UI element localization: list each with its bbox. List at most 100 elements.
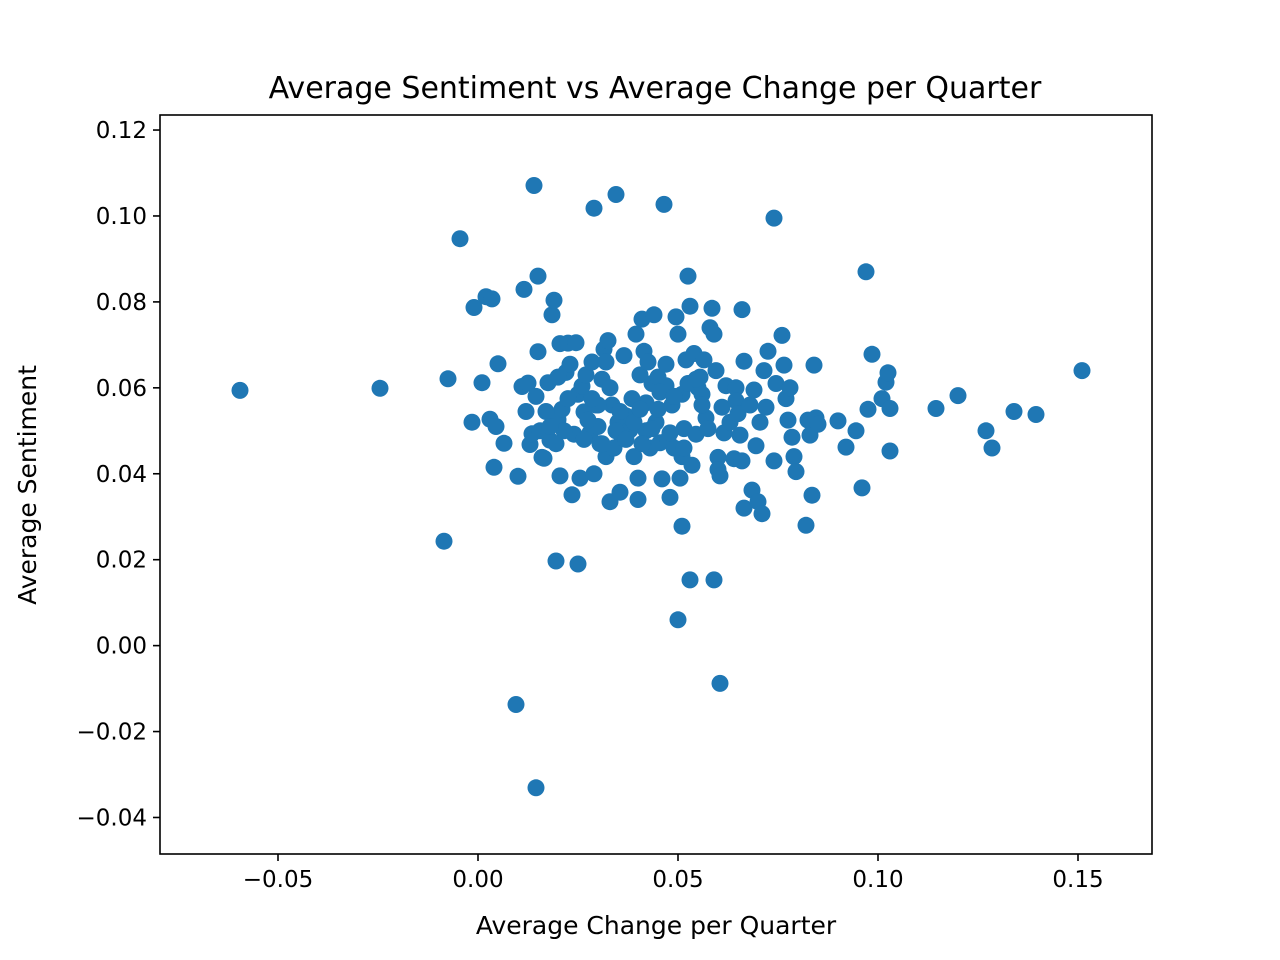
data-point xyxy=(655,195,673,213)
data-point xyxy=(561,355,579,373)
data-point xyxy=(535,449,553,467)
x-tick-label: 0.00 xyxy=(452,867,503,893)
data-point xyxy=(567,334,585,352)
data-point xyxy=(669,611,687,629)
data-point xyxy=(711,467,729,485)
data-point xyxy=(881,400,899,417)
data-point xyxy=(571,469,589,487)
data-point xyxy=(583,390,601,408)
data-point xyxy=(705,325,723,343)
data-point xyxy=(709,448,727,466)
data-point xyxy=(617,430,635,448)
data-point xyxy=(765,452,783,470)
data-point xyxy=(783,428,801,446)
data-point xyxy=(853,479,871,497)
data-point xyxy=(693,396,711,414)
data-point xyxy=(669,325,687,343)
data-point xyxy=(435,532,453,550)
data-point xyxy=(673,517,691,535)
data-point xyxy=(527,779,545,797)
data-point xyxy=(577,366,595,384)
data-point xyxy=(753,505,771,523)
data-point xyxy=(1005,403,1023,420)
data-point xyxy=(463,413,481,431)
data-point xyxy=(949,387,967,405)
data-point xyxy=(585,199,603,217)
y-tick-label: 0.00 xyxy=(96,634,147,660)
data-point xyxy=(601,379,619,397)
chart-title: Average Sentiment vs Average Change per … xyxy=(269,71,1042,106)
data-point xyxy=(681,571,699,589)
x-axis-label: Average Change per Quarter xyxy=(476,911,837,940)
data-point xyxy=(711,674,729,692)
data-point xyxy=(703,299,721,317)
data-point xyxy=(543,306,561,324)
points-layer xyxy=(231,177,1091,797)
data-point xyxy=(631,366,649,384)
data-point xyxy=(653,470,671,488)
data-point xyxy=(541,418,559,435)
data-point xyxy=(651,383,669,401)
data-point xyxy=(735,352,753,370)
y-tick-label: 0.08 xyxy=(96,290,147,316)
data-point xyxy=(627,325,645,343)
data-point xyxy=(683,456,701,474)
data-point xyxy=(667,308,685,326)
data-point xyxy=(671,469,689,487)
data-point xyxy=(551,467,569,485)
data-point xyxy=(759,342,777,360)
data-point xyxy=(599,332,617,350)
data-point xyxy=(695,351,713,369)
data-point xyxy=(1073,362,1091,380)
data-point xyxy=(487,418,505,435)
data-point xyxy=(575,430,593,448)
y-axis-label: Average Sentiment xyxy=(13,365,42,605)
data-point xyxy=(977,422,995,440)
data-point xyxy=(757,398,775,416)
data-point xyxy=(779,411,797,429)
data-point xyxy=(643,420,661,438)
data-point xyxy=(687,370,705,388)
data-point xyxy=(713,398,731,416)
data-point xyxy=(837,438,855,456)
data-point xyxy=(1027,406,1045,423)
data-point xyxy=(515,280,533,298)
data-point xyxy=(731,426,749,444)
data-point xyxy=(615,347,633,365)
x-tick-label: 0.10 xyxy=(852,867,903,893)
data-point xyxy=(787,463,805,481)
data-point xyxy=(593,435,611,453)
data-point xyxy=(451,230,469,248)
data-point xyxy=(847,422,865,440)
data-point xyxy=(439,370,457,388)
data-point xyxy=(729,405,747,423)
data-point xyxy=(547,435,565,453)
data-point xyxy=(857,263,875,281)
data-point xyxy=(649,400,667,418)
data-point xyxy=(519,374,537,392)
plot-frame xyxy=(159,114,1153,855)
data-point xyxy=(517,403,535,420)
data-point xyxy=(785,448,803,466)
data-point xyxy=(607,186,625,203)
data-point xyxy=(661,424,679,442)
data-point xyxy=(927,400,945,417)
data-point xyxy=(699,420,717,438)
data-point xyxy=(745,381,763,399)
x-tick-label: 0.15 xyxy=(1052,867,1103,893)
data-point xyxy=(563,486,581,504)
data-point xyxy=(755,362,773,380)
data-point xyxy=(661,488,679,506)
data-point xyxy=(735,499,753,517)
data-point xyxy=(645,306,663,324)
y-tick-label: 0.06 xyxy=(96,376,147,402)
data-point xyxy=(611,403,629,420)
data-point xyxy=(797,516,815,534)
x-tick-label: −0.05 xyxy=(243,867,313,893)
data-point xyxy=(829,412,847,430)
data-point xyxy=(767,375,785,392)
data-point xyxy=(371,379,389,397)
data-point xyxy=(597,353,615,371)
data-point xyxy=(631,400,649,418)
